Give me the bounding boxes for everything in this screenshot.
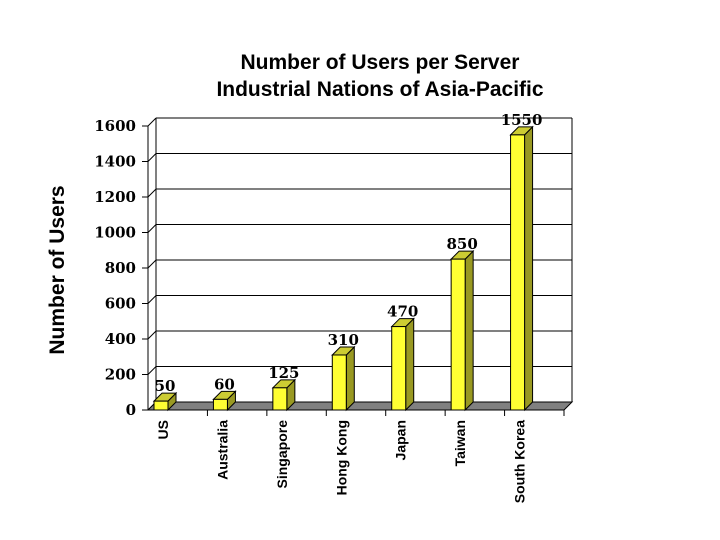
y-tick-diagonal: [147, 366, 157, 375]
y-tick-label: 600: [105, 295, 136, 313]
bar: [450, 258, 466, 411]
bar: [153, 400, 169, 411]
x-tick-label: Japan: [393, 420, 409, 460]
x-tick-label: Taiwan: [452, 420, 468, 466]
y-tick-label: 1600: [94, 117, 136, 135]
x-tick-label: South Korea: [512, 420, 528, 503]
y-tick-diagonal: [147, 295, 157, 304]
bar-group: [390, 317, 415, 412]
data-label: 60: [214, 375, 235, 393]
y-tick-diagonal: [147, 188, 157, 198]
bar-group: [449, 249, 475, 412]
floor-top: [146, 401, 574, 411]
chart-title: Number of Users per Server: [241, 51, 520, 74]
gridlines: [156, 117, 572, 367]
x-tick-label: Hong Kong: [333, 420, 349, 495]
bar: [331, 354, 347, 411]
bar-group: [152, 391, 178, 412]
chart-floor: [146, 401, 574, 411]
y-tick-diagonal: [147, 224, 157, 233]
data-label: 470: [387, 303, 418, 321]
y-tick-diagonal: [147, 117, 157, 127]
data-label: 125: [268, 364, 299, 382]
y-tick-label: 0: [126, 401, 136, 419]
data-label: 310: [328, 331, 359, 349]
y-tick-diagonal: [147, 259, 157, 269]
x-tick-labels: US Australia Singapore Hong Kong Japan Taiwan…: [155, 420, 528, 503]
y-tick-diagonal: [147, 153, 157, 162]
bars: [152, 125, 534, 412]
bar-side: [345, 345, 355, 412]
bar-group: [271, 378, 297, 412]
data-labels: 50 60 125 310 470 850 1550: [155, 111, 543, 395]
x-tick-label: Australia: [214, 420, 230, 480]
bar-group: [331, 345, 356, 412]
y-tick-label: 800: [105, 259, 136, 277]
y-tick-label: 400: [105, 330, 136, 348]
bar-side: [405, 317, 415, 412]
y-tick-labels: 0 200 400 600 800 1000 1200 1400 1600: [94, 117, 136, 419]
data-label: 50: [155, 377, 176, 395]
bar-group: [509, 125, 534, 412]
axes: [142, 117, 573, 416]
y-tick-diagonal: [147, 330, 157, 340]
bar: [391, 326, 407, 411]
x-tick-label: US: [155, 420, 171, 439]
bar: [272, 387, 288, 411]
x-tick-label: Singapore: [274, 420, 290, 489]
y-axis-label: Number of Users: [46, 185, 69, 354]
bar-group: [212, 390, 237, 412]
y-tick-label: 1400: [94, 153, 136, 171]
data-label: 1550: [501, 111, 543, 129]
bar: [212, 398, 228, 411]
chart-subtitle: Industrial Nations of Asia-Pacific: [216, 78, 543, 101]
y-tick-label: 1000: [94, 224, 136, 242]
y-tick-label: 200: [105, 366, 136, 384]
y-tick-label: 1200: [94, 188, 136, 206]
bar-side: [524, 125, 534, 412]
bar-side: [464, 249, 474, 412]
bar: [510, 134, 526, 411]
data-label: 850: [446, 235, 477, 253]
